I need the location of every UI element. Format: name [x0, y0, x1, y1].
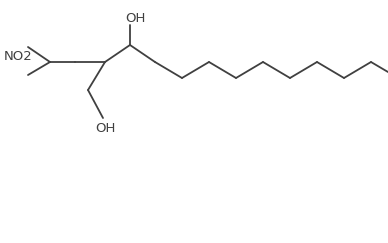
Text: OH: OH: [95, 122, 115, 134]
Text: NO2: NO2: [3, 50, 32, 62]
Text: OH: OH: [125, 11, 145, 25]
